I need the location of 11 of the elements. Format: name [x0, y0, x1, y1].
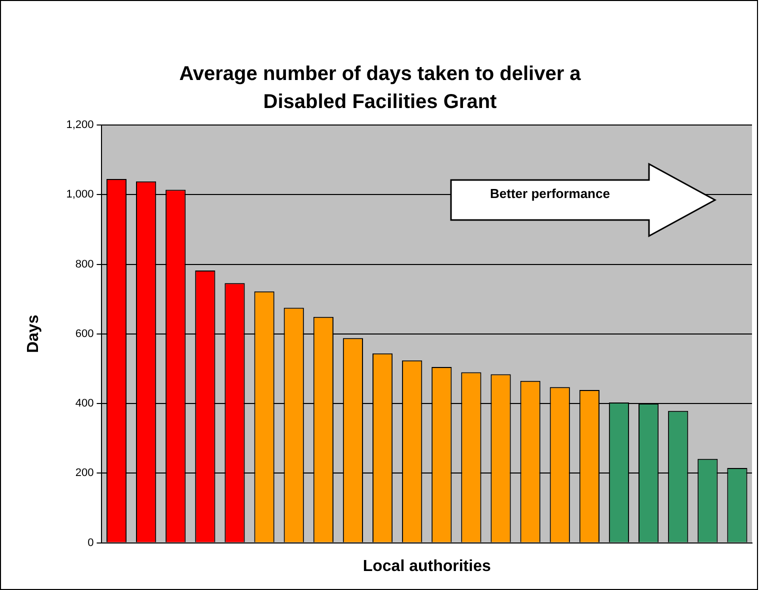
- y-tick-label: 200: [75, 467, 94, 480]
- y-tick-label: 400: [75, 398, 94, 410]
- annotation: Better performance: [489, 186, 611, 201]
- chart-title: Average number of days taken to deliver a Disabled Facilities Grant: [178, 62, 582, 115]
- y-tick-label: 600: [75, 328, 94, 340]
- x-axis-title: Local authorities: [362, 558, 491, 575]
- y-tick-label: 800: [75, 258, 94, 270]
- y-axis-title: Days: [25, 314, 42, 354]
- y-tick-label: 1,200: [66, 119, 94, 132]
- y-tick-label: 1,000: [66, 188, 94, 201]
- y-tick-label: 0: [88, 536, 94, 549]
